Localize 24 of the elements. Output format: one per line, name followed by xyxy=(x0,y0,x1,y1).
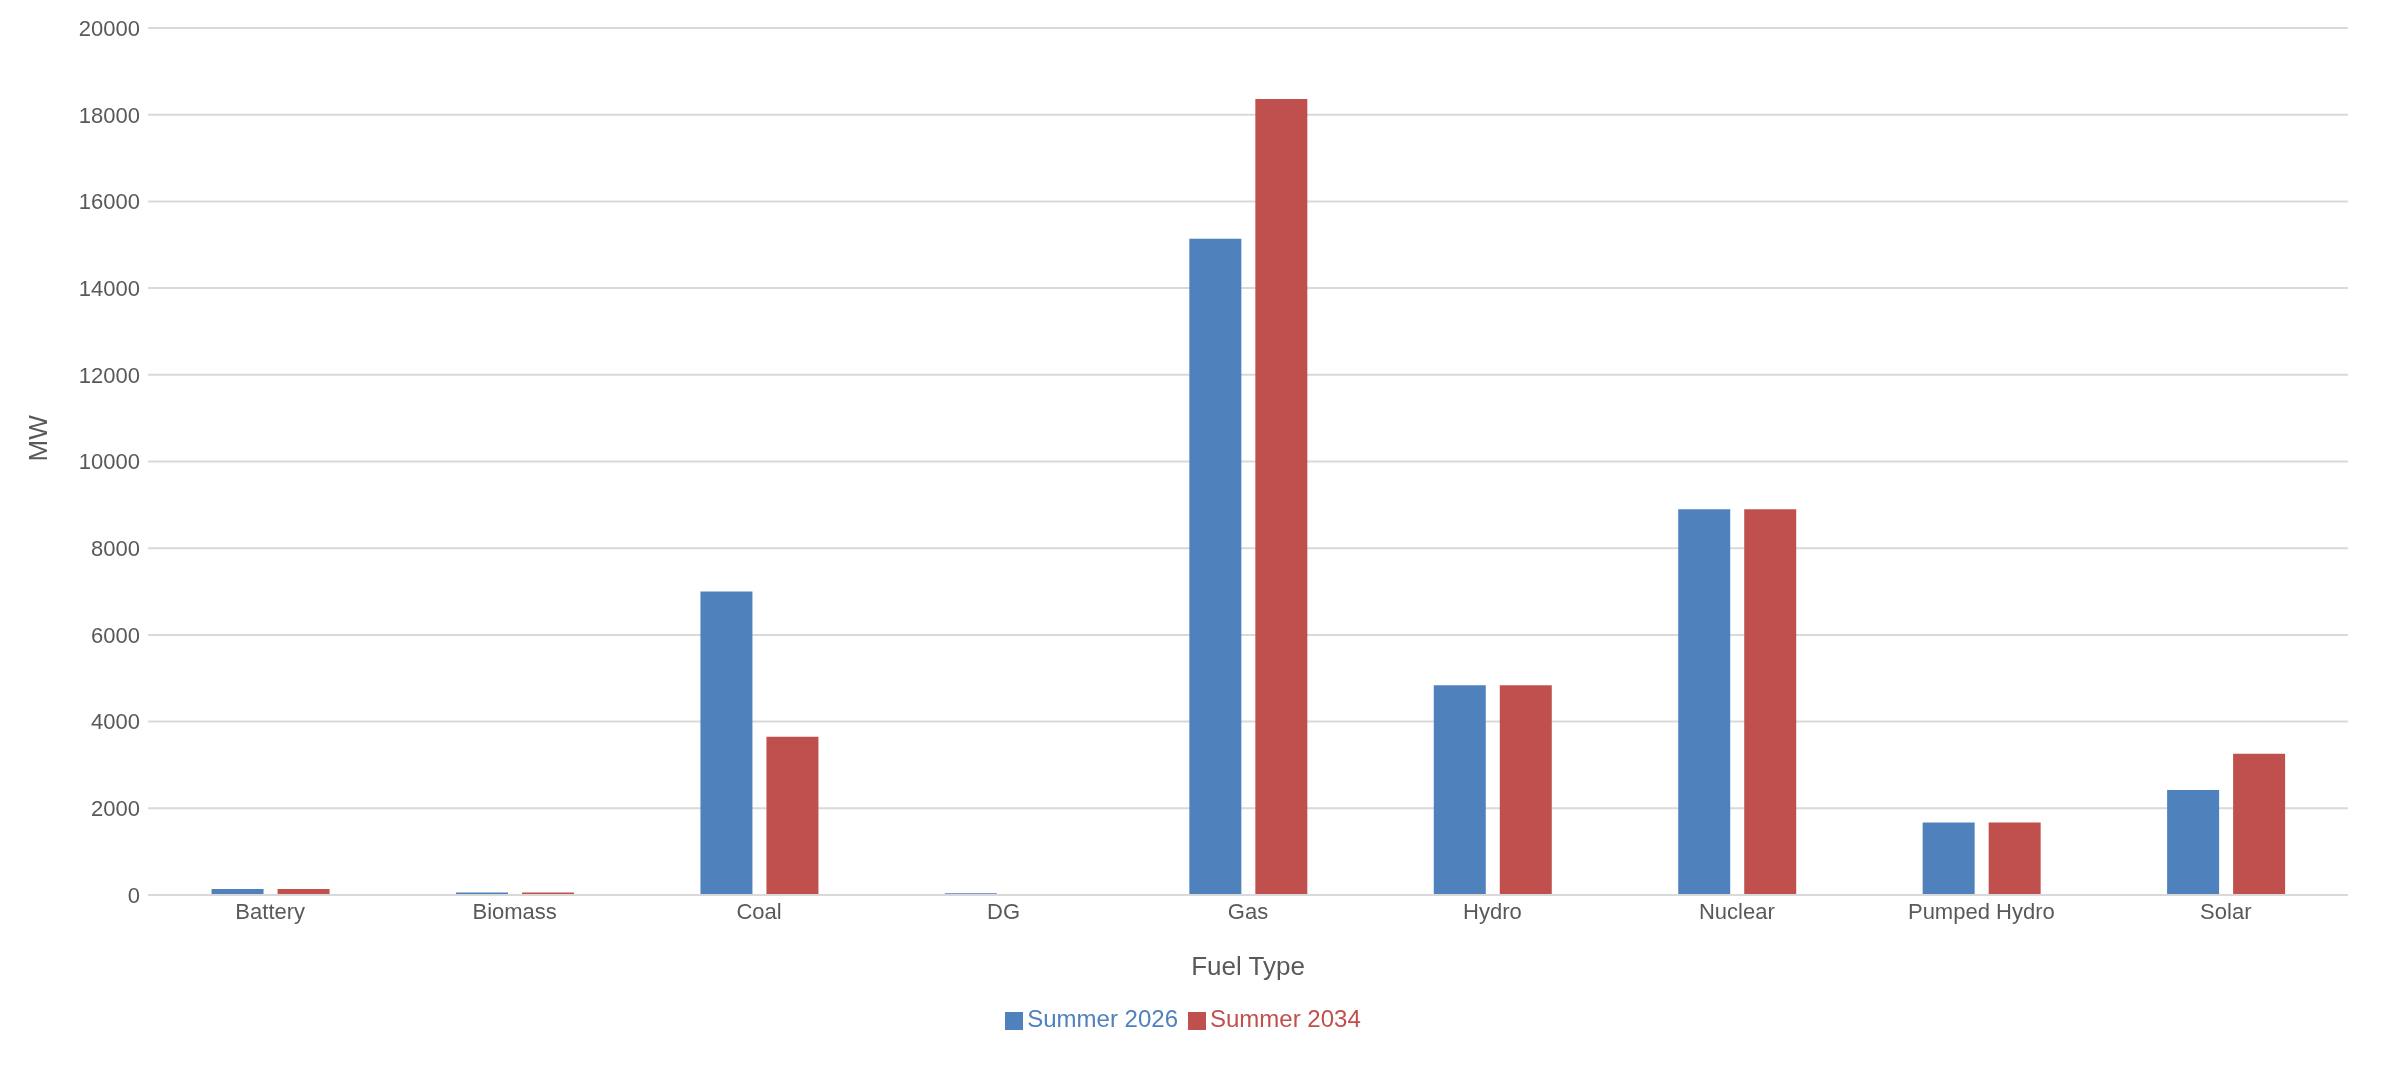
y-tick-label: 14000 xyxy=(78,275,140,301)
x-axis-title: Fuel Type xyxy=(1191,951,1305,981)
y-tick-label: 16000 xyxy=(78,189,140,215)
y-tick-label: 6000 xyxy=(91,622,140,648)
y-tick-label: 0 xyxy=(127,882,140,908)
y-tick-label: 8000 xyxy=(91,536,140,562)
x-tick-label: Pumped Hydro xyxy=(1907,898,2055,924)
x-tick-label: Battery xyxy=(235,898,306,924)
x-tick-label: Biomass xyxy=(472,898,557,924)
y-axis-title: MW xyxy=(23,414,54,462)
y-tick-label: 18000 xyxy=(78,102,140,128)
y-tick-label: 4000 xyxy=(91,709,140,735)
x-tick-label: Hydro xyxy=(1463,898,1522,924)
legend-label: Summer 2026 xyxy=(1027,1005,1178,1032)
legend-label: Summer 2034 xyxy=(1210,1005,1361,1032)
y-tick-label: 12000 xyxy=(78,362,140,388)
y-tick-label: 2000 xyxy=(91,796,140,822)
x-tick-label: DG xyxy=(987,898,1021,924)
y-tick-label: 20000 xyxy=(78,15,140,41)
y-tick-label: 10000 xyxy=(78,449,140,475)
x-tick-label: Coal xyxy=(736,898,782,924)
x-tick-label: Nuclear xyxy=(1698,898,1775,924)
x-tick-label: Gas xyxy=(1227,898,1269,924)
x-tick-label: Solar xyxy=(2200,898,2252,924)
